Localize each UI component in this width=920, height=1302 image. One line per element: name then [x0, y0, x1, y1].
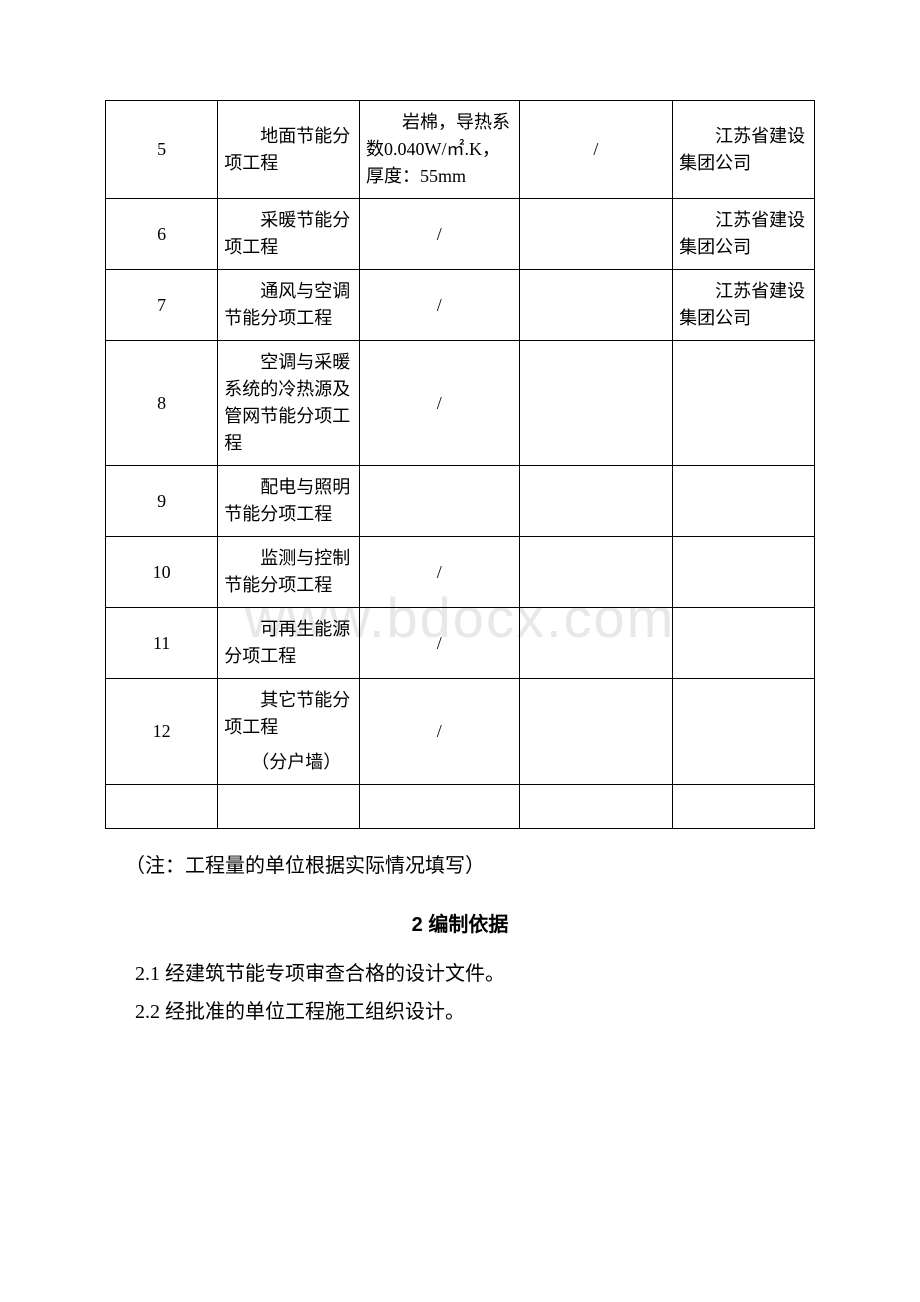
body-paragraph: 2.2 经批准的单位工程施工组织设计。: [105, 993, 815, 1031]
cell-num: 7: [106, 270, 218, 341]
cell-spec: /: [360, 537, 520, 608]
cell-num: 9: [106, 466, 218, 537]
cell-num: 5: [106, 101, 218, 199]
cell-name: 监测与控制节能分项工程: [218, 537, 360, 608]
cell-unit: [673, 679, 815, 785]
table-row: 6 采暖节能分项工程/ 江苏省建设集团公司: [106, 199, 815, 270]
body-paragraph: 2.1 经建筑节能专项审查合格的设计文件。: [105, 955, 815, 993]
table-row: 9 配电与照明节能分项工程: [106, 466, 815, 537]
cell-unit: 江苏省建设集团公司: [673, 199, 815, 270]
table-row: 7 通风与空调节能分项工程/ 江苏省建设集团公司: [106, 270, 815, 341]
cell-unit: [673, 537, 815, 608]
cell-spec: /: [360, 341, 520, 466]
cell-qty: [519, 785, 673, 829]
table-row: 10 监测与控制节能分项工程/: [106, 537, 815, 608]
cell-name: 空调与采暖系统的冷热源及管网节能分项工程: [218, 341, 360, 466]
cell-name: 采暖节能分项工程: [218, 199, 360, 270]
cell-qty: /: [519, 101, 673, 199]
cell-num: [106, 785, 218, 829]
cell-spec: 岩棉，导热系数0.040W/㎡.K，厚度：55mm: [360, 101, 520, 199]
cell-unit: [673, 608, 815, 679]
energy-items-table: 5 地面节能分项工程 岩棉，导热系数0.040W/㎡.K，厚度：55mm/ 江苏…: [105, 100, 815, 829]
table-row: 12 其它节能分项工程 （分户墙）/: [106, 679, 815, 785]
cell-num: 8: [106, 341, 218, 466]
page-container: 5 地面节能分项工程 岩棉，导热系数0.040W/㎡.K，厚度：55mm/ 江苏…: [0, 0, 920, 1111]
cell-unit: 江苏省建设集团公司: [673, 101, 815, 199]
table-row: [106, 785, 815, 829]
cell-name: 配电与照明节能分项工程: [218, 466, 360, 537]
cell-spec: /: [360, 608, 520, 679]
table-note: （注：工程量的单位根据实际情况填写）: [105, 849, 815, 878]
cell-spec: [360, 466, 520, 537]
cell-name: 其它节能分项工程 （分户墙）: [218, 679, 360, 785]
cell-unit: [673, 341, 815, 466]
cell-unit: [673, 466, 815, 537]
cell-qty: [519, 199, 673, 270]
cell-num: 11: [106, 608, 218, 679]
cell-unit: [673, 785, 815, 829]
cell-name: 通风与空调节能分项工程: [218, 270, 360, 341]
cell-spec: /: [360, 199, 520, 270]
cell-qty: [519, 679, 673, 785]
cell-unit: 江苏省建设集团公司: [673, 270, 815, 341]
table-row: 11 可再生能源分项工程/: [106, 608, 815, 679]
section-body: 2.1 经建筑节能专项审查合格的设计文件。2.2 经批准的单位工程施工组织设计。: [105, 955, 815, 1031]
cell-num: 10: [106, 537, 218, 608]
cell-qty: [519, 608, 673, 679]
cell-num: 6: [106, 199, 218, 270]
cell-qty: [519, 537, 673, 608]
cell-name: 可再生能源分项工程: [218, 608, 360, 679]
cell-qty: [519, 341, 673, 466]
cell-spec: [360, 785, 520, 829]
cell-qty: [519, 270, 673, 341]
table-row: 5 地面节能分项工程 岩棉，导热系数0.040W/㎡.K，厚度：55mm/ 江苏…: [106, 101, 815, 199]
cell-name: 地面节能分项工程: [218, 101, 360, 199]
cell-num: 12: [106, 679, 218, 785]
cell-spec: /: [360, 270, 520, 341]
cell-name: [218, 785, 360, 829]
table-row: 8 空调与采暖系统的冷热源及管网节能分项工程/: [106, 341, 815, 466]
cell-qty: [519, 466, 673, 537]
cell-spec: /: [360, 679, 520, 785]
section-title: 2 编制依据: [105, 908, 815, 937]
